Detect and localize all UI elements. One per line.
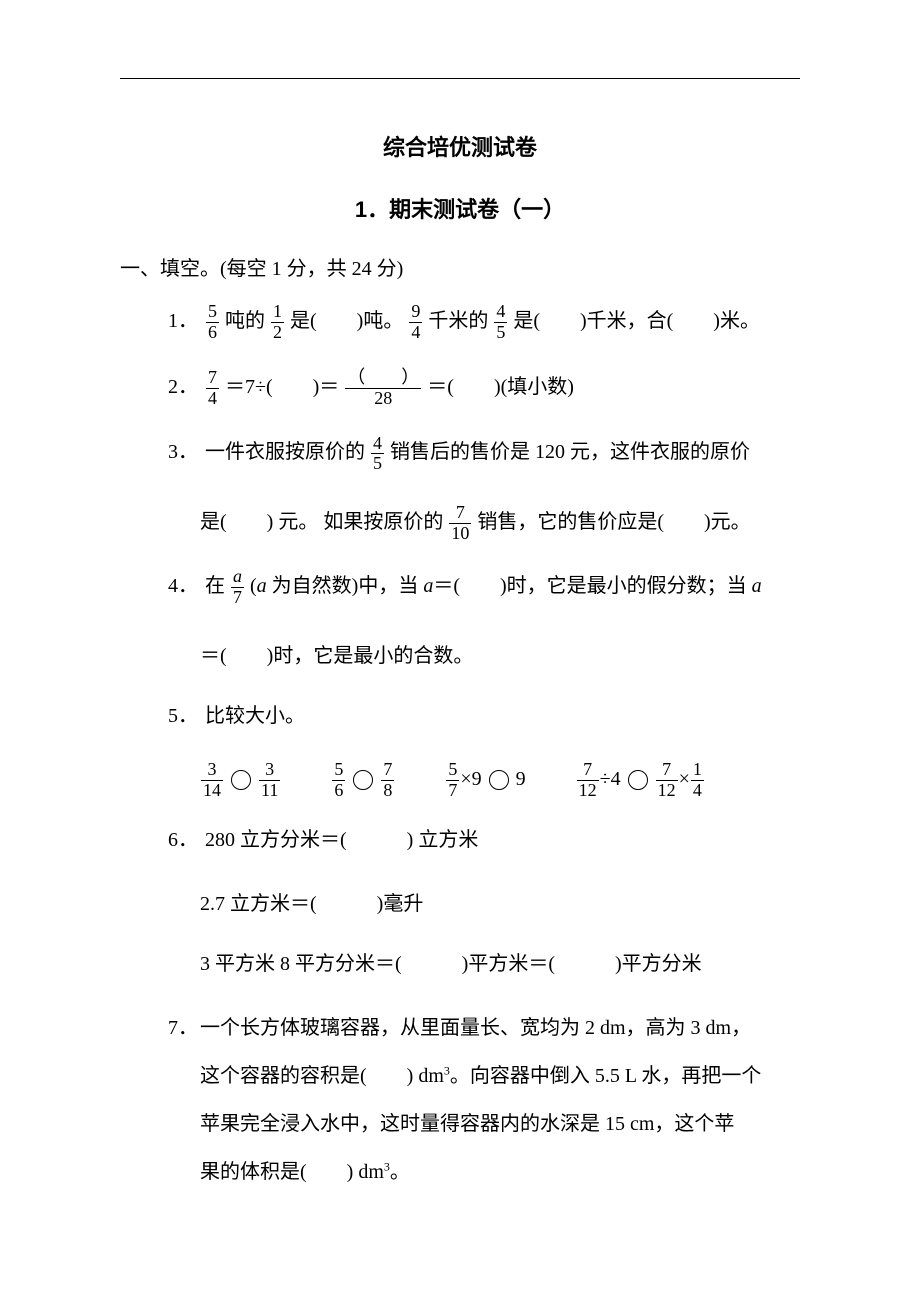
q1-frac-3: 94	[409, 302, 422, 343]
q4-t1: 在	[205, 575, 225, 597]
q1-text-1: 吨的	[225, 310, 265, 332]
section-1-heading: 一、填空。(每空 1 分，共 24 分)	[120, 252, 800, 281]
q5-c4: 712÷4 712×14	[576, 760, 705, 801]
q5-c2: 56 78	[331, 760, 395, 801]
question-6: 6． 280 立方分米＝( ) 立方米	[168, 820, 800, 860]
q4-number: 4．	[168, 566, 200, 606]
q6-line2: 2.7 立方米＝( )毫升	[200, 884, 800, 924]
title-sub: 1．期末测试卷（一）	[120, 192, 800, 224]
q4-t2: (a 为自然数)中，当 a＝( )时，它是最小的假分数；当 a	[250, 575, 762, 597]
q2-frac-2: （ ）28	[345, 368, 421, 409]
compare-circle-icon	[628, 770, 648, 790]
q3-line2b: 销售，它的售价应是( )元。	[477, 511, 750, 533]
page: 综合培优测试卷 1．期末测试卷（一） 一、填空。(每空 1 分，共 24 分) …	[0, 0, 920, 1302]
q5-c1: 314 311	[200, 760, 281, 801]
q1-frac-2: 12	[271, 302, 284, 343]
q1-number: 1．	[168, 301, 200, 341]
q7-l3: 苹果完全浸入水中，这时量得容器内的水深是 15 cm，这个苹	[200, 1113, 734, 1135]
q1-frac-1: 56	[206, 302, 219, 343]
compare-circle-icon	[489, 770, 509, 790]
question-7: 7．一个长方体玻璃容器，从里面量长、宽均为 2 dm，高为 3 dm， 这个容器…	[168, 1004, 800, 1196]
q3-frac-2: 710	[449, 503, 471, 544]
q7-l2a: 这个容器的容积是( ) dm	[200, 1065, 444, 1087]
q3-frac-1: 45	[371, 434, 384, 475]
q7-l2b: 。向容器中倒入 5.5 L 水，再把一个	[450, 1065, 761, 1087]
question-4-line2: ＝( )时，它是最小的合数。	[200, 632, 800, 680]
q7-l4b: 。	[390, 1161, 410, 1183]
q2-frac-1: 74	[206, 368, 219, 409]
question-3: 3． 一件衣服按原价的 45 销售后的售价是 120 元，这件衣服的原价	[168, 432, 800, 474]
q3-line2a: 是( ) 元。 如果按原价的	[200, 511, 443, 533]
q6-line1: 280 立方分米＝( ) 立方米	[205, 829, 478, 851]
question-3-line2: 是( ) 元。 如果按原价的 710 销售，它的售价应是( )元。	[200, 498, 800, 546]
question-4: 4． 在 a7 (a 为自然数)中，当 a＝( )时，它是最小的假分数；当 a	[168, 566, 800, 608]
question-5: 5． 比较大小。	[168, 696, 800, 736]
q2-text-2: ＝( )(填小数)	[427, 376, 574, 398]
q6-number: 6．	[168, 820, 200, 860]
q5-number: 5．	[168, 696, 200, 736]
q2-text-1: ＝7÷( )＝	[225, 376, 339, 398]
question-1: 1． 56 吨的 12 是( )吨。 94 千米的 45 是( )千米，合( )…	[168, 301, 800, 343]
q3-number: 3．	[168, 432, 200, 472]
top-rule	[120, 78, 800, 79]
q3-line1a: 一件衣服按原价的	[205, 441, 365, 463]
title-main: 综合培优测试卷	[120, 130, 800, 162]
q7-l4a: 果的体积是( ) dm	[200, 1161, 384, 1183]
q2-number: 2．	[168, 367, 200, 407]
q1-text-4: 是( )千米，合( )米。	[513, 310, 760, 332]
q7-l1: 一个长方体玻璃容器，从里面量长、宽均为 2 dm，高为 3 dm，	[200, 1017, 751, 1039]
question-2: 2． 74 ＝7÷( )＝ （ ）28 ＝( )(填小数)	[168, 367, 800, 409]
q1-text-2: 是( )吨。	[290, 310, 403, 332]
compare-circle-icon	[353, 770, 373, 790]
q5-label: 比较大小。	[205, 705, 305, 727]
q1-frac-4: 45	[494, 302, 507, 343]
q3-line1b: 销售后的售价是 120 元，这件衣服的原价	[390, 441, 750, 463]
compare-circle-icon	[231, 770, 251, 790]
q6-line3: 3 平方米 8 平方分米＝( )平方米＝( )平方分米	[200, 944, 800, 984]
q5-compare-row: 314 311 56 78 57×9 9 712÷4 712×14	[200, 760, 800, 801]
q1-text-3: 千米的	[428, 310, 488, 332]
q7-number: 7．	[168, 1004, 200, 1052]
q5-c3: 57×9 9	[445, 760, 525, 801]
q4-frac: a7	[231, 567, 244, 608]
